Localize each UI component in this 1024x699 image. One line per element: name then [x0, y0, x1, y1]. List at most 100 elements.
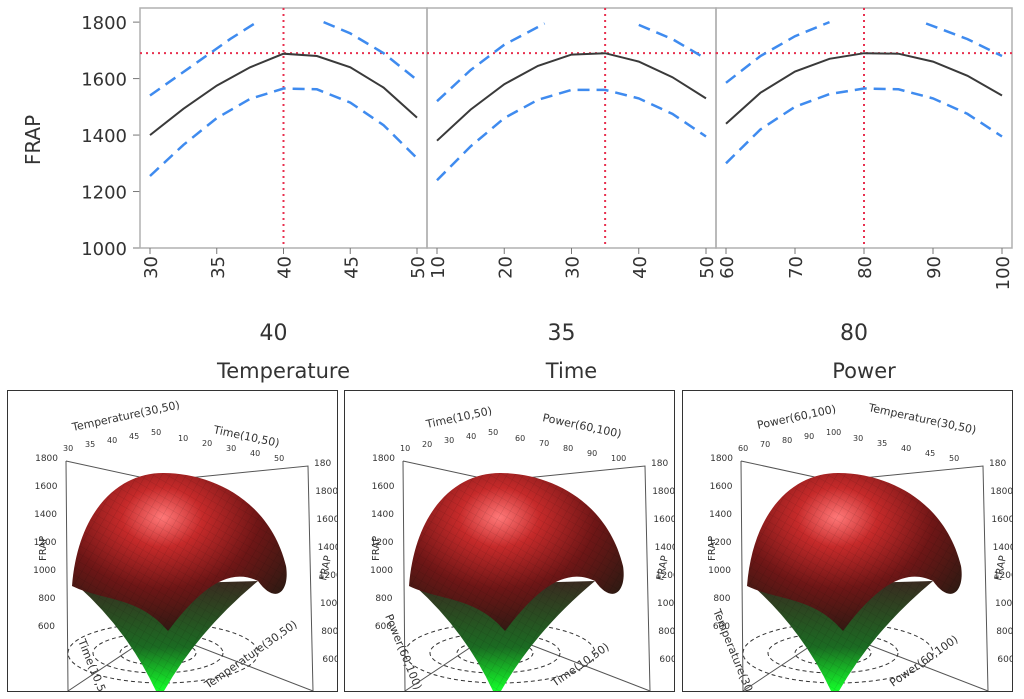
surface-plot-svg: Time(10,50) Power(60,100) FRAP FRAP Powe… [370, 404, 674, 691]
lower-confidence-curve [725, 87, 1003, 165]
surface-axis-b-tick: 60 [515, 434, 525, 443]
surface-z-tick-left: 600 [375, 622, 392, 632]
surface-z-tick-left: 1000 [370, 566, 393, 576]
profiler-panel-power [716, 8, 1012, 248]
surface-z-tick-right: 180 [989, 459, 1006, 469]
profiler-panel-time [427, 8, 716, 248]
surface-floor-contour [119, 640, 197, 666]
surface-z-tick-right: 600 [322, 655, 337, 665]
surface-z-tick-right: 600 [659, 655, 674, 665]
surface-lower-cone-mesh [78, 581, 258, 691]
surface-axis-b-tick: 80 [563, 444, 573, 453]
surface-z-tick-left: 1200 [371, 538, 394, 548]
surface-z-tick-right: 1400 [993, 543, 1012, 553]
upper-confidence-curve [925, 22, 1003, 58]
x-tick-label: 100 [993, 256, 1014, 290]
surface-z-tick-left: 1400 [371, 510, 394, 520]
x-tick-label: 30 [141, 256, 162, 279]
x-tick-label: 45 [341, 256, 362, 279]
surface-z-tick-left: 1800 [372, 454, 395, 464]
surface-z-tick-left: 800 [713, 594, 730, 604]
upper-confidence-curve [638, 23, 707, 60]
surface-z-tick-right: 1200 [656, 571, 674, 581]
factor-setting-power[interactable]: 80 [840, 321, 868, 346]
profiler-panel-frame-time [426, 7, 717, 249]
surface-z-tick-left: 1600 [710, 482, 733, 492]
x-tick-label: 10 [428, 256, 449, 279]
surface-floor-contour [404, 622, 596, 684]
surface-z-tick-left: 600 [38, 622, 55, 632]
surface-z-tick-right: 1200 [319, 571, 337, 581]
surface-axis-a-tick: 30 [444, 436, 454, 445]
surface-z-tick-right: 1600 [991, 515, 1012, 525]
surface-z-tick-right: 1400 [318, 543, 337, 553]
surface-z-tick-left: 1400 [34, 510, 57, 520]
surface-z-tick-left: 1200 [709, 538, 732, 548]
surface-axis-a-label: Temperature(30,50) [70, 398, 181, 434]
surface-axis-a-tick: 90 [804, 432, 814, 441]
surface-axis-b-tick: 30 [226, 444, 236, 453]
surface-z-tick-right: 1000 [320, 599, 337, 609]
prediction-curve-time [436, 52, 707, 142]
prediction-curve-power [725, 52, 1003, 125]
surface-z-tick-right: 180 [314, 459, 331, 469]
y-tick-label: 1000 [81, 239, 127, 260]
factor-setting-time[interactable]: 35 [548, 321, 576, 346]
surface-z-tick-left: 800 [38, 594, 55, 604]
surface-z-tick-left: 1800 [35, 454, 58, 464]
prediction-profiler: FRAP 1800 1600 1400 1200 1000 30 35 40 45 50 40 Tem… [21, 7, 1014, 383]
surface-floor-contour [67, 622, 259, 684]
surface-z-label-right: FRAP [655, 555, 671, 582]
prediction-curve-temperature [149, 52, 418, 136]
upper-confidence-curve [725, 20, 830, 84]
surface-lower-cone-mesh [753, 581, 933, 691]
factor-name-temperature: Temperature [216, 359, 350, 383]
y-tick-label: 1200 [81, 183, 127, 204]
y-tick-label: 1600 [81, 70, 127, 91]
y-tick-label: 1400 [81, 126, 127, 147]
surface-front-left-label: Temperature(30,50) [710, 606, 764, 691]
surface-z-label-left: FRAP [707, 536, 718, 561]
surface-axis-a-tick: 100 [826, 428, 841, 437]
factor-setting-temperature[interactable]: 40 [260, 321, 288, 346]
surface-axis-a-tick: 40 [107, 436, 117, 445]
surface-z-tick-left: 1400 [709, 510, 732, 520]
x-tick-label: 50 [408, 256, 429, 279]
surface-dome-mesh [409, 473, 624, 631]
surface-z-label-left: FRAP [371, 536, 382, 561]
surface-z-tick-right: 1200 [994, 571, 1012, 581]
surface-axis-b-tick: 10 [178, 434, 188, 443]
y-axis-label: FRAP [21, 115, 45, 165]
surface-axis-b-tick: 70 [539, 439, 549, 448]
x-tick-label: 50 [697, 256, 718, 279]
surface-axis-a-tick: 45 [129, 432, 139, 441]
surface-axis-b-tick: 100 [611, 454, 626, 463]
surface-z-tick-right: 1600 [653, 515, 674, 525]
x-tick-label: 70 [786, 256, 807, 279]
surface-plot-temperature-time[interactable]: Temperature(30,50) Time(10,50) FRAP FRAP… [7, 390, 338, 692]
surface-front-right-label: Power(60,100) [887, 633, 960, 690]
surface-z-tick-left: 1800 [710, 454, 733, 464]
surface-z-tick-right: 600 [997, 655, 1012, 665]
surface-dome-mesh [72, 473, 287, 631]
surface-plot-power-temperature[interactable]: Power(60,100) Temperature(30,50) FRAP FR… [682, 390, 1013, 692]
surface-lower-cone-mesh [415, 581, 595, 691]
surface-z-tick-right: 1800 [990, 487, 1012, 497]
y-tick-label: 1800 [81, 13, 127, 34]
surface-axis-a-tick: 40 [466, 432, 476, 441]
x-tick-label: 20 [495, 256, 516, 279]
surface-z-label-right: FRAP [318, 555, 334, 582]
surface-plot-time-power[interactable]: Time(10,50) Power(60,100) FRAP FRAP Powe… [344, 390, 675, 692]
profiler-panel-temperature [140, 8, 427, 248]
surface-z-tick-right: 800 [996, 627, 1012, 637]
x-tick-label: 40 [275, 256, 296, 279]
surface-axis-a-tick: 80 [782, 436, 792, 445]
surface-z-tick-right: 1000 [995, 599, 1012, 609]
surface-axis-b-tick: 40 [250, 449, 260, 458]
surface-axis-b-tick: 90 [587, 449, 597, 458]
surface-z-tick-left: 600 [713, 622, 730, 632]
factor-name-power: Power [832, 359, 896, 383]
surface-axis-b-label: Power(60,100) [541, 411, 622, 440]
surface-axis-b-label: Time(10,50) [211, 423, 280, 450]
surface-plot-svg: Power(60,100) Temperature(30,50) FRAP FR… [707, 401, 1012, 691]
